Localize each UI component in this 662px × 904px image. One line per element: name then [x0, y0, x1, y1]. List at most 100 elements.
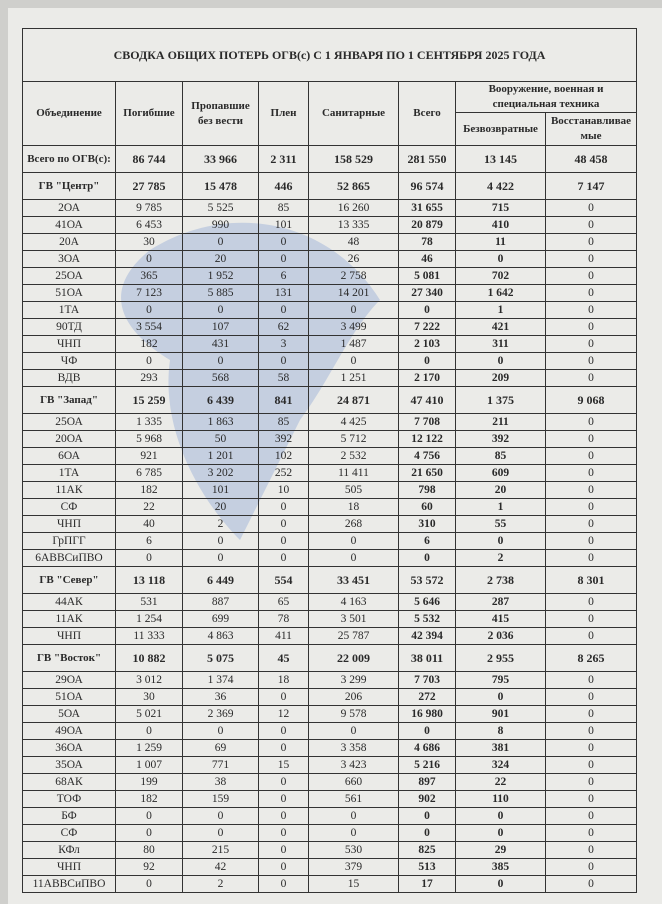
- header-killed: Погибшие: [115, 81, 183, 146]
- value-cell: 0: [455, 250, 546, 268]
- value-cell: 0: [258, 352, 309, 370]
- group-row: ГВ "Восток" 10 882 5 075 45 22 009 38 011 2 95…: [22, 644, 638, 672]
- value-cell: 771: [182, 756, 259, 774]
- header-sanitary: Санитарные: [308, 81, 399, 146]
- value-cell: 24 871: [308, 386, 399, 414]
- value-cell: 58: [258, 369, 309, 387]
- value-cell: 0: [544, 705, 638, 723]
- unit-cell: 20ОА: [22, 430, 116, 448]
- table-row: ЧНП 11 333 4 863 411 25 787 42 394 2 036 0: [22, 627, 638, 645]
- header-unit: Объединение: [22, 81, 116, 146]
- value-cell: 561: [308, 790, 399, 808]
- value-cell: 841: [258, 386, 309, 414]
- value-cell: 8: [455, 722, 546, 740]
- value-cell: 431: [182, 335, 259, 353]
- value-cell: 80: [115, 841, 183, 859]
- value-cell: 6 785: [115, 464, 183, 482]
- value-cell: 7 147: [544, 172, 638, 200]
- value-cell: 182: [115, 335, 183, 353]
- value-cell: 182: [115, 481, 183, 499]
- value-cell: 0: [544, 739, 638, 757]
- value-cell: 27 785: [115, 172, 183, 200]
- value-cell: 20: [182, 250, 259, 268]
- value-cell: 20 879: [398, 216, 456, 234]
- value-cell: 85: [258, 413, 309, 431]
- value-cell: 211: [455, 413, 546, 431]
- value-cell: 505: [308, 481, 399, 499]
- value-cell: 0: [182, 549, 259, 567]
- value-cell: 293: [115, 369, 183, 387]
- value-cell: 0: [308, 722, 399, 740]
- value-cell: 0: [455, 688, 546, 706]
- value-cell: 9 578: [308, 705, 399, 723]
- value-cell: 0: [308, 824, 399, 842]
- header-captured: Плен: [258, 81, 309, 146]
- value-cell: 2 532: [308, 447, 399, 465]
- value-cell: 2 170: [398, 369, 456, 387]
- table-row: 1ТА 6 785 3 202 252 11 411 21 650 609 0: [22, 464, 638, 482]
- unit-cell: ЧНП: [22, 515, 116, 533]
- unit-cell: 11АК: [22, 481, 116, 499]
- value-cell: 3 358: [308, 739, 399, 757]
- unit-cell: 68АК: [22, 773, 116, 791]
- value-cell: 2 738: [455, 566, 546, 594]
- value-cell: 1 487: [308, 335, 399, 353]
- table-row: СФ 0 0 0 0 0 0 0: [22, 824, 638, 842]
- table-row: БФ 0 0 0 0 0 0 0: [22, 807, 638, 825]
- value-cell: 40: [115, 515, 183, 533]
- value-cell: 18: [308, 498, 399, 516]
- value-cell: 1 952: [182, 267, 259, 285]
- value-cell: 1: [455, 498, 546, 516]
- value-cell: 12 122: [398, 430, 456, 448]
- value-cell: 0: [115, 824, 183, 842]
- document-title: СВОДКА ОБЩИХ ПОТЕРЬ ОГВ(с) С 1 ЯНВАРЯ ПО…: [21, 28, 638, 82]
- unit-cell: 35ОА: [22, 756, 116, 774]
- value-cell: 0: [544, 515, 638, 533]
- value-cell: 38 011: [398, 644, 456, 672]
- value-cell: 55: [455, 515, 546, 533]
- value-cell: 410: [455, 216, 546, 234]
- value-cell: 21 650: [398, 464, 456, 482]
- unit-cell: 25ОА: [22, 267, 116, 285]
- value-cell: 17: [398, 875, 456, 893]
- value-cell: 385: [455, 858, 546, 876]
- value-cell: 42 394: [398, 627, 456, 645]
- value-cell: 0: [544, 841, 638, 859]
- unit-cell: ГВ "Север": [22, 566, 116, 594]
- value-cell: 29: [455, 841, 546, 859]
- value-cell: 86 744: [115, 145, 183, 173]
- value-cell: 85: [258, 199, 309, 217]
- value-cell: 33 451: [308, 566, 399, 594]
- value-cell: 0: [258, 773, 309, 791]
- value-cell: 0: [308, 352, 399, 370]
- table-row: 2ОА 9 785 5 525 85 16 260 31 655 715 0: [22, 199, 638, 217]
- unit-cell: 11АК: [22, 610, 116, 628]
- value-cell: 0: [115, 301, 183, 319]
- value-cell: 5 646: [398, 593, 456, 611]
- value-cell: 15: [308, 875, 399, 893]
- value-cell: 0: [544, 335, 638, 353]
- value-cell: 0: [544, 858, 638, 876]
- value-cell: 715: [455, 199, 546, 217]
- value-cell: 825: [398, 841, 456, 859]
- value-cell: 0: [258, 549, 309, 567]
- value-cell: 6 439: [182, 386, 259, 414]
- value-cell: 2: [182, 875, 259, 893]
- table-row: 6ОА 921 1 201 102 2 532 4 756 85 0: [22, 447, 638, 465]
- table-row: 1ТА 0 0 0 0 0 1 0: [22, 301, 638, 319]
- unit-cell: ГрПГГ: [22, 532, 116, 550]
- value-cell: 5 968: [115, 430, 183, 448]
- table-row: 20А 30 0 0 48 78 11 0: [22, 233, 638, 251]
- value-cell: 379: [308, 858, 399, 876]
- value-cell: 182: [115, 790, 183, 808]
- value-cell: 702: [455, 267, 546, 285]
- value-cell: 0: [258, 790, 309, 808]
- value-cell: 0: [544, 199, 638, 217]
- unit-cell: 20А: [22, 233, 116, 251]
- value-cell: 0: [544, 447, 638, 465]
- value-cell: 101: [258, 216, 309, 234]
- value-cell: 0: [544, 284, 638, 302]
- value-cell: 0: [182, 807, 259, 825]
- value-cell: 0: [455, 824, 546, 842]
- value-cell: 6 449: [182, 566, 259, 594]
